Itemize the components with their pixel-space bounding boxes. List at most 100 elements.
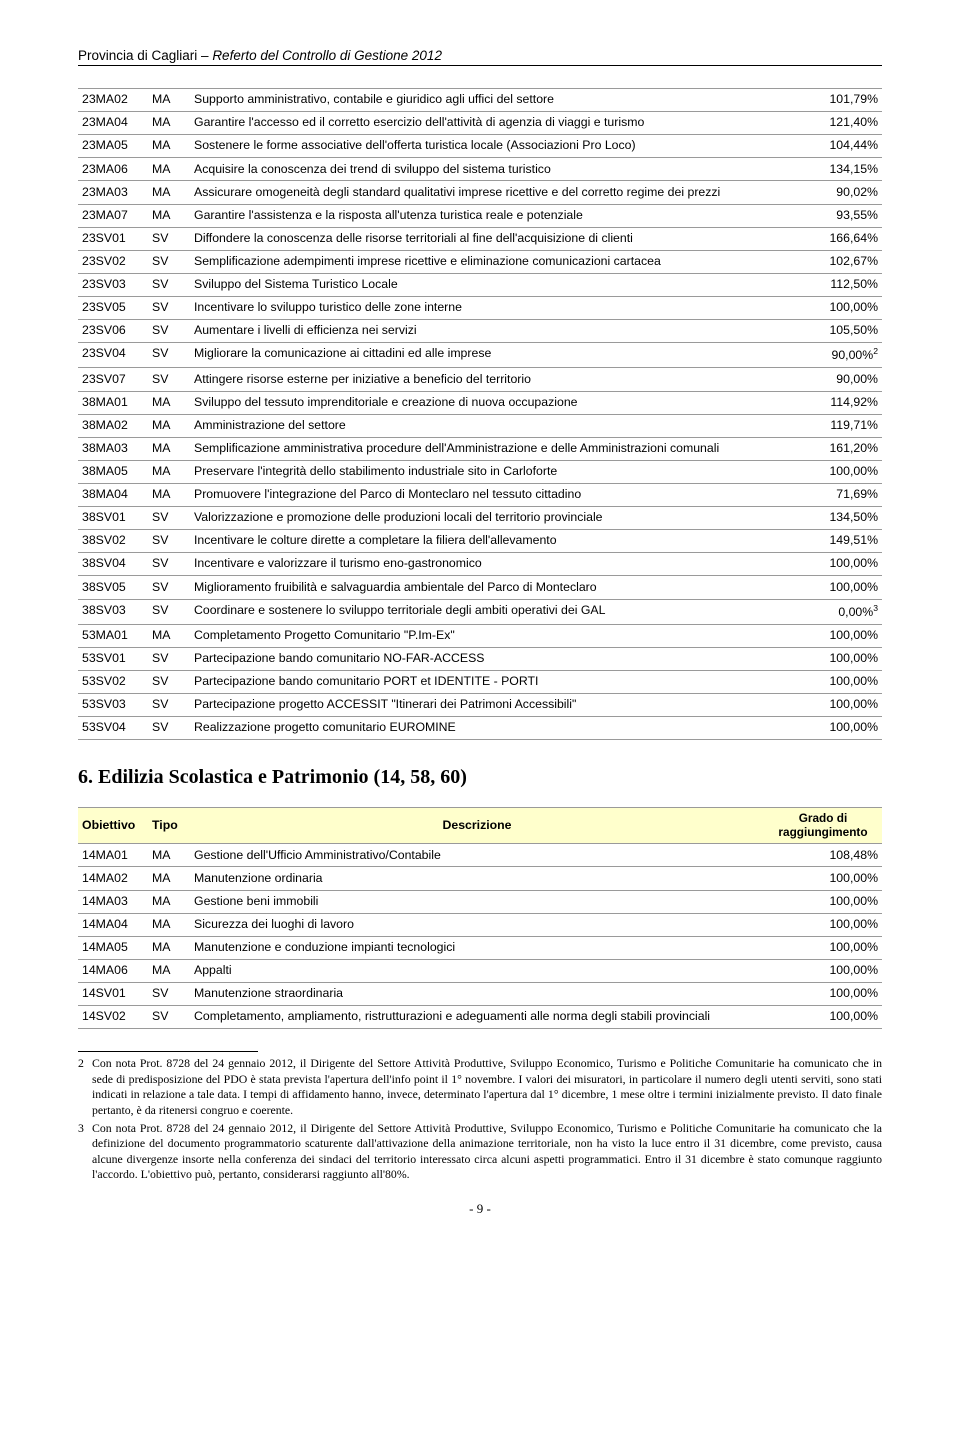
cell-tipo: MA xyxy=(148,158,190,181)
cell-pct: 100,00% xyxy=(764,867,882,890)
cell-code: 14MA02 xyxy=(78,867,148,890)
cell-code: 53SV01 xyxy=(78,647,148,670)
cell-pct: 90,02% xyxy=(798,181,882,204)
cell-pct: 100,00% xyxy=(798,670,882,693)
cell-pct: 134,50% xyxy=(798,507,882,530)
footnote-number: 2 xyxy=(78,1056,92,1118)
cell-tipo: MA xyxy=(148,181,190,204)
cell-desc: Supporto amministrativo, contabile e giu… xyxy=(190,89,798,112)
cell-pct: 166,64% xyxy=(798,227,882,250)
table-row: 23SV05SVIncentivare lo sviluppo turistic… xyxy=(78,296,882,319)
cell-tipo: SV xyxy=(148,343,190,368)
cell-pct: 100,00% xyxy=(798,576,882,599)
cell-code: 23SV06 xyxy=(78,320,148,343)
cell-desc: Appalti xyxy=(190,959,764,982)
page-number: - 9 - xyxy=(78,1201,882,1217)
table-row: 38MA01MASviluppo del tessuto imprenditor… xyxy=(78,391,882,414)
cell-tipo: MA xyxy=(148,867,190,890)
table-row: 23MA04MAGarantire l'accesso ed il corret… xyxy=(78,112,882,135)
table-edilizia: Obiettivo Tipo Descrizione Grado di ragg… xyxy=(78,807,882,1029)
cell-code: 38MA04 xyxy=(78,483,148,506)
table-row: 53MA01MACompletamento Progetto Comunitar… xyxy=(78,624,882,647)
table-row: 38MA02MAAmministrazione del settore119,7… xyxy=(78,414,882,437)
cell-code: 14MA04 xyxy=(78,913,148,936)
table-row: 38MA05MAPreservare l'integrità dello sta… xyxy=(78,460,882,483)
cell-desc: Diffondere la conoscenza delle risorse t… xyxy=(190,227,798,250)
footnotes-block: 2Con nota Prot. 8728 del 24 gennaio 2012… xyxy=(78,1056,882,1183)
table-turismo: 23MA02MASupporto amministrativo, contabi… xyxy=(78,88,882,740)
cell-desc: Manutenzione ordinaria xyxy=(190,867,764,890)
cell-code: 23MA05 xyxy=(78,135,148,158)
cell-code: 23SV03 xyxy=(78,273,148,296)
table-row: 14MA03MAGestione beni immobili100,00% xyxy=(78,890,882,913)
cell-pct: 104,44% xyxy=(798,135,882,158)
cell-pct: 134,15% xyxy=(798,158,882,181)
cell-desc: Migliorare la comunicazione ai cittadini… xyxy=(190,343,798,368)
cell-desc: Assicurare omogeneità degli standard qua… xyxy=(190,181,798,204)
table-row: 23MA03MAAssicurare omogeneità degli stan… xyxy=(78,181,882,204)
cell-pct: 100,00% xyxy=(764,913,882,936)
cell-code: 38MA02 xyxy=(78,414,148,437)
cell-tipo: SV xyxy=(148,273,190,296)
table-row: 38MA03MASemplificazione amministrativa p… xyxy=(78,437,882,460)
cell-tipo: MA xyxy=(148,913,190,936)
table-row: 23MA02MASupporto amministrativo, contabi… xyxy=(78,89,882,112)
table-row: 38SV01SVValorizzazione e promozione dell… xyxy=(78,507,882,530)
table-row: 23SV07SVAttingere risorse esterne per in… xyxy=(78,368,882,391)
cell-tipo: MA xyxy=(148,135,190,158)
cell-tipo: SV xyxy=(148,670,190,693)
cell-pct: 100,00% xyxy=(798,694,882,717)
table-row: 53SV01SVPartecipazione bando comunitario… xyxy=(78,647,882,670)
cell-tipo: SV xyxy=(148,717,190,740)
cell-tipo: MA xyxy=(148,959,190,982)
cell-desc: Partecipazione bando comunitario PORT et… xyxy=(190,670,798,693)
table-row: 53SV04SVRealizzazione progetto comunitar… xyxy=(78,717,882,740)
cell-pct: 100,00% xyxy=(798,460,882,483)
cell-desc: Attingere risorse esterne per iniziative… xyxy=(190,368,798,391)
footnote-text: Con nota Prot. 8728 del 24 gennaio 2012,… xyxy=(92,1121,882,1183)
cell-pct: 0,00%3 xyxy=(798,599,882,624)
cell-tipo: SV xyxy=(148,576,190,599)
cell-desc: Acquisire la conoscenza dei trend di svi… xyxy=(190,158,798,181)
cell-desc: Garantire l'accesso ed il corretto eserc… xyxy=(190,112,798,135)
cell-desc: Valorizzazione e promozione delle produz… xyxy=(190,507,798,530)
cell-code: 14MA06 xyxy=(78,959,148,982)
cell-tipo: MA xyxy=(148,624,190,647)
cell-pct: 114,92% xyxy=(798,391,882,414)
cell-desc: Sviluppo del Sistema Turistico Locale xyxy=(190,273,798,296)
cell-pct: 71,69% xyxy=(798,483,882,506)
cell-desc: Semplificazione adempimenti imprese rice… xyxy=(190,250,798,273)
cell-tipo: SV xyxy=(148,599,190,624)
cell-code: 38SV04 xyxy=(78,553,148,576)
cell-code: 53SV04 xyxy=(78,717,148,740)
cell-pct: 100,00% xyxy=(798,647,882,670)
cell-pct: 90,00% xyxy=(798,368,882,391)
table-row: 14SV01SVManutenzione straordinaria100,00… xyxy=(78,983,882,1006)
cell-tipo: SV xyxy=(148,368,190,391)
cell-tipo: SV xyxy=(148,553,190,576)
cell-code: 14MA01 xyxy=(78,844,148,867)
cell-tipo: MA xyxy=(148,89,190,112)
table-row: 14MA04MASicurezza dei luoghi di lavoro10… xyxy=(78,913,882,936)
cell-code: 23MA06 xyxy=(78,158,148,181)
cell-code: 53SV02 xyxy=(78,670,148,693)
table-row: 23MA06MAAcquisire la conoscenza dei tren… xyxy=(78,158,882,181)
cell-tipo: MA xyxy=(148,460,190,483)
cell-tipo: SV xyxy=(148,250,190,273)
cell-code: 23MA07 xyxy=(78,204,148,227)
table-row: 23SV06SVAumentare i livelli di efficienz… xyxy=(78,320,882,343)
cell-pct: 100,00% xyxy=(764,936,882,959)
table-row: 23SV02SVSemplificazione adempimenti impr… xyxy=(78,250,882,273)
table-row: 14MA02MAManutenzione ordinaria100,00% xyxy=(78,867,882,890)
cell-pct: 100,00% xyxy=(764,959,882,982)
cell-code: 38SV03 xyxy=(78,599,148,624)
table-row: 23SV01SVDiffondere la conoscenza delle r… xyxy=(78,227,882,250)
cell-pct: 100,00% xyxy=(798,553,882,576)
cell-pct: 100,00% xyxy=(764,1006,882,1029)
table-row: 53SV02SVPartecipazione bando comunitario… xyxy=(78,670,882,693)
cell-desc: Manutenzione straordinaria xyxy=(190,983,764,1006)
table-row: 23MA07MAGarantire l'assistenza e la risp… xyxy=(78,204,882,227)
footnotes-separator xyxy=(78,1051,258,1052)
cell-pct: 108,48% xyxy=(764,844,882,867)
cell-pct: 100,00% xyxy=(764,890,882,913)
